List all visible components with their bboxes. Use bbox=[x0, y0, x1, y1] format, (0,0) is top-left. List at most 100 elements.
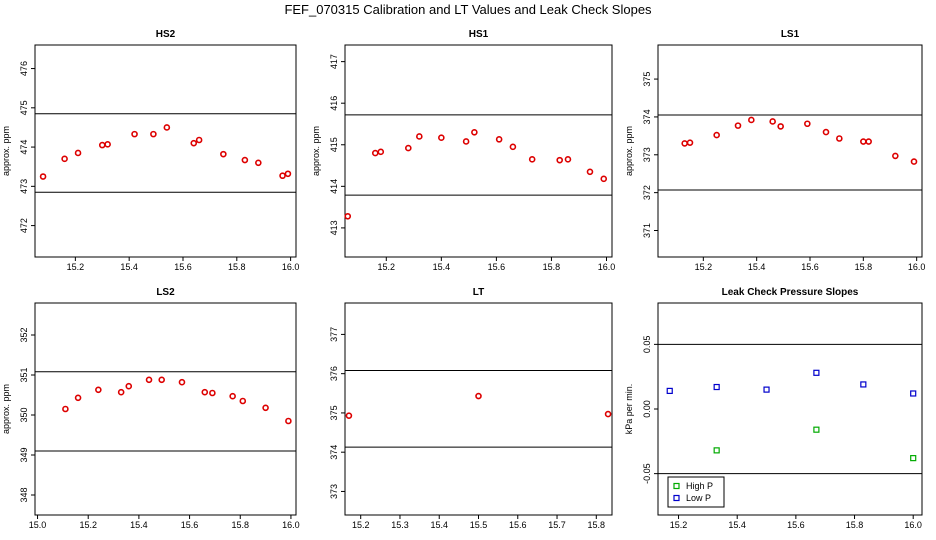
y-tick-label: 413 bbox=[329, 220, 339, 235]
legend-marker bbox=[673, 494, 680, 502]
y-tick-label: 348 bbox=[19, 487, 29, 502]
data-point bbox=[117, 388, 125, 396]
x-tick-label: 15.4 bbox=[430, 520, 448, 530]
data-point bbox=[777, 123, 784, 130]
x-tick-label: 15.4 bbox=[728, 520, 746, 530]
data-point bbox=[98, 141, 106, 149]
legend-box bbox=[667, 476, 725, 508]
x-tick-label: 16.0 bbox=[282, 262, 300, 272]
y-tick-label: 415 bbox=[329, 137, 339, 152]
y-tick-label: 374 bbox=[642, 109, 652, 124]
plot-frame bbox=[34, 44, 297, 258]
y-tick-label: 377 bbox=[329, 327, 339, 342]
data-point bbox=[686, 139, 694, 146]
panel-title: LT bbox=[473, 287, 484, 298]
data-point bbox=[284, 170, 292, 178]
data-point bbox=[241, 156, 249, 164]
data-point bbox=[74, 149, 82, 157]
data-point bbox=[734, 122, 742, 129]
x-tick-label: 15.8 bbox=[588, 520, 606, 530]
plot-frame bbox=[344, 302, 613, 516]
y-tick-label: 373 bbox=[642, 147, 652, 162]
data-point bbox=[748, 116, 755, 124]
data-point bbox=[62, 405, 69, 413]
x-tick-label: 15.8 bbox=[228, 262, 246, 272]
data-point bbox=[104, 141, 111, 148]
data-point bbox=[666, 387, 673, 395]
y-tick-label: 375 bbox=[329, 405, 339, 420]
x-tick-label: 16.0 bbox=[598, 262, 616, 272]
x-tick-label: 15.3 bbox=[391, 520, 409, 530]
x-tick-label: 16.0 bbox=[282, 520, 300, 530]
data-point bbox=[344, 212, 352, 220]
data-point bbox=[229, 392, 236, 400]
x-tick-label: 15.6 bbox=[488, 262, 506, 272]
data-point bbox=[201, 388, 209, 396]
data-point bbox=[150, 130, 157, 138]
data-point bbox=[604, 410, 612, 418]
data-point bbox=[39, 173, 47, 180]
x-tick-label: 16.0 bbox=[904, 520, 922, 530]
y-tick-label: 0.00 bbox=[642, 400, 652, 418]
data-point bbox=[713, 447, 720, 454]
data-point bbox=[892, 152, 899, 160]
plot-frame bbox=[344, 44, 613, 258]
data-point bbox=[910, 158, 918, 165]
data-point bbox=[813, 426, 820, 433]
data-point bbox=[145, 376, 153, 384]
data-point bbox=[377, 148, 385, 156]
data-point bbox=[681, 140, 688, 147]
data-point bbox=[125, 382, 133, 390]
y-axis-label: approx. ppm bbox=[624, 126, 634, 176]
y-tick-label: 371 bbox=[642, 223, 652, 238]
y-tick-label: 416 bbox=[329, 96, 339, 111]
data-point bbox=[345, 412, 353, 419]
y-axis-label: kPa per min. bbox=[624, 384, 634, 435]
legend-label: Low P bbox=[686, 493, 711, 503]
x-tick-label: 15.7 bbox=[548, 520, 566, 530]
x-tick-label: 16.0 bbox=[908, 262, 926, 272]
y-tick-label: 414 bbox=[329, 179, 339, 194]
data-point bbox=[509, 143, 517, 151]
x-tick-label: 15.5 bbox=[470, 520, 488, 530]
x-tick-label: 15.4 bbox=[120, 262, 138, 272]
x-tick-label: 15.8 bbox=[846, 520, 864, 530]
data-point bbox=[860, 138, 867, 145]
data-point bbox=[74, 394, 82, 402]
data-point bbox=[95, 386, 102, 394]
x-tick-label: 15.2 bbox=[695, 262, 713, 272]
data-point bbox=[61, 155, 68, 163]
data-point bbox=[586, 168, 594, 176]
data-point bbox=[405, 144, 412, 152]
plot-frame bbox=[34, 302, 297, 516]
data-point bbox=[371, 149, 379, 157]
data-point bbox=[190, 139, 198, 147]
data-point bbox=[769, 118, 776, 125]
data-point bbox=[471, 128, 478, 136]
data-point bbox=[279, 172, 286, 180]
y-tick-label: 476 bbox=[19, 61, 29, 76]
data-point bbox=[556, 156, 564, 164]
panel-title: LS1 bbox=[781, 29, 800, 40]
x-tick-label: 15.0 bbox=[29, 520, 47, 530]
data-point bbox=[713, 383, 720, 391]
data-point bbox=[910, 455, 917, 462]
data-point bbox=[495, 136, 503, 143]
data-point bbox=[163, 124, 171, 131]
x-tick-label: 15.2 bbox=[79, 520, 97, 530]
y-tick-label: 375 bbox=[642, 72, 652, 87]
data-point bbox=[910, 390, 917, 397]
x-tick-label: 15.2 bbox=[670, 520, 688, 530]
data-point bbox=[195, 136, 203, 144]
x-tick-label: 15.6 bbox=[787, 520, 805, 530]
y-axis-label: approx. ppm bbox=[1, 384, 11, 434]
y-tick-label: -0.05 bbox=[642, 463, 652, 484]
y-axis-label: approx. ppm bbox=[1, 126, 11, 176]
panel-3: LS2 approx. ppm 15.0 15.2 15.4 15.6 15.8 16.0 34… bbox=[1, 287, 300, 530]
y-tick-label: 373 bbox=[329, 484, 339, 499]
x-tick-label: 15.2 bbox=[67, 262, 85, 272]
x-tick-label: 15.8 bbox=[855, 262, 873, 272]
data-point bbox=[836, 135, 843, 142]
panel-4: LT 15.2 15.3 15.4 15.5 15.6 15.7 15.8 373 374 375 3… bbox=[329, 287, 613, 530]
